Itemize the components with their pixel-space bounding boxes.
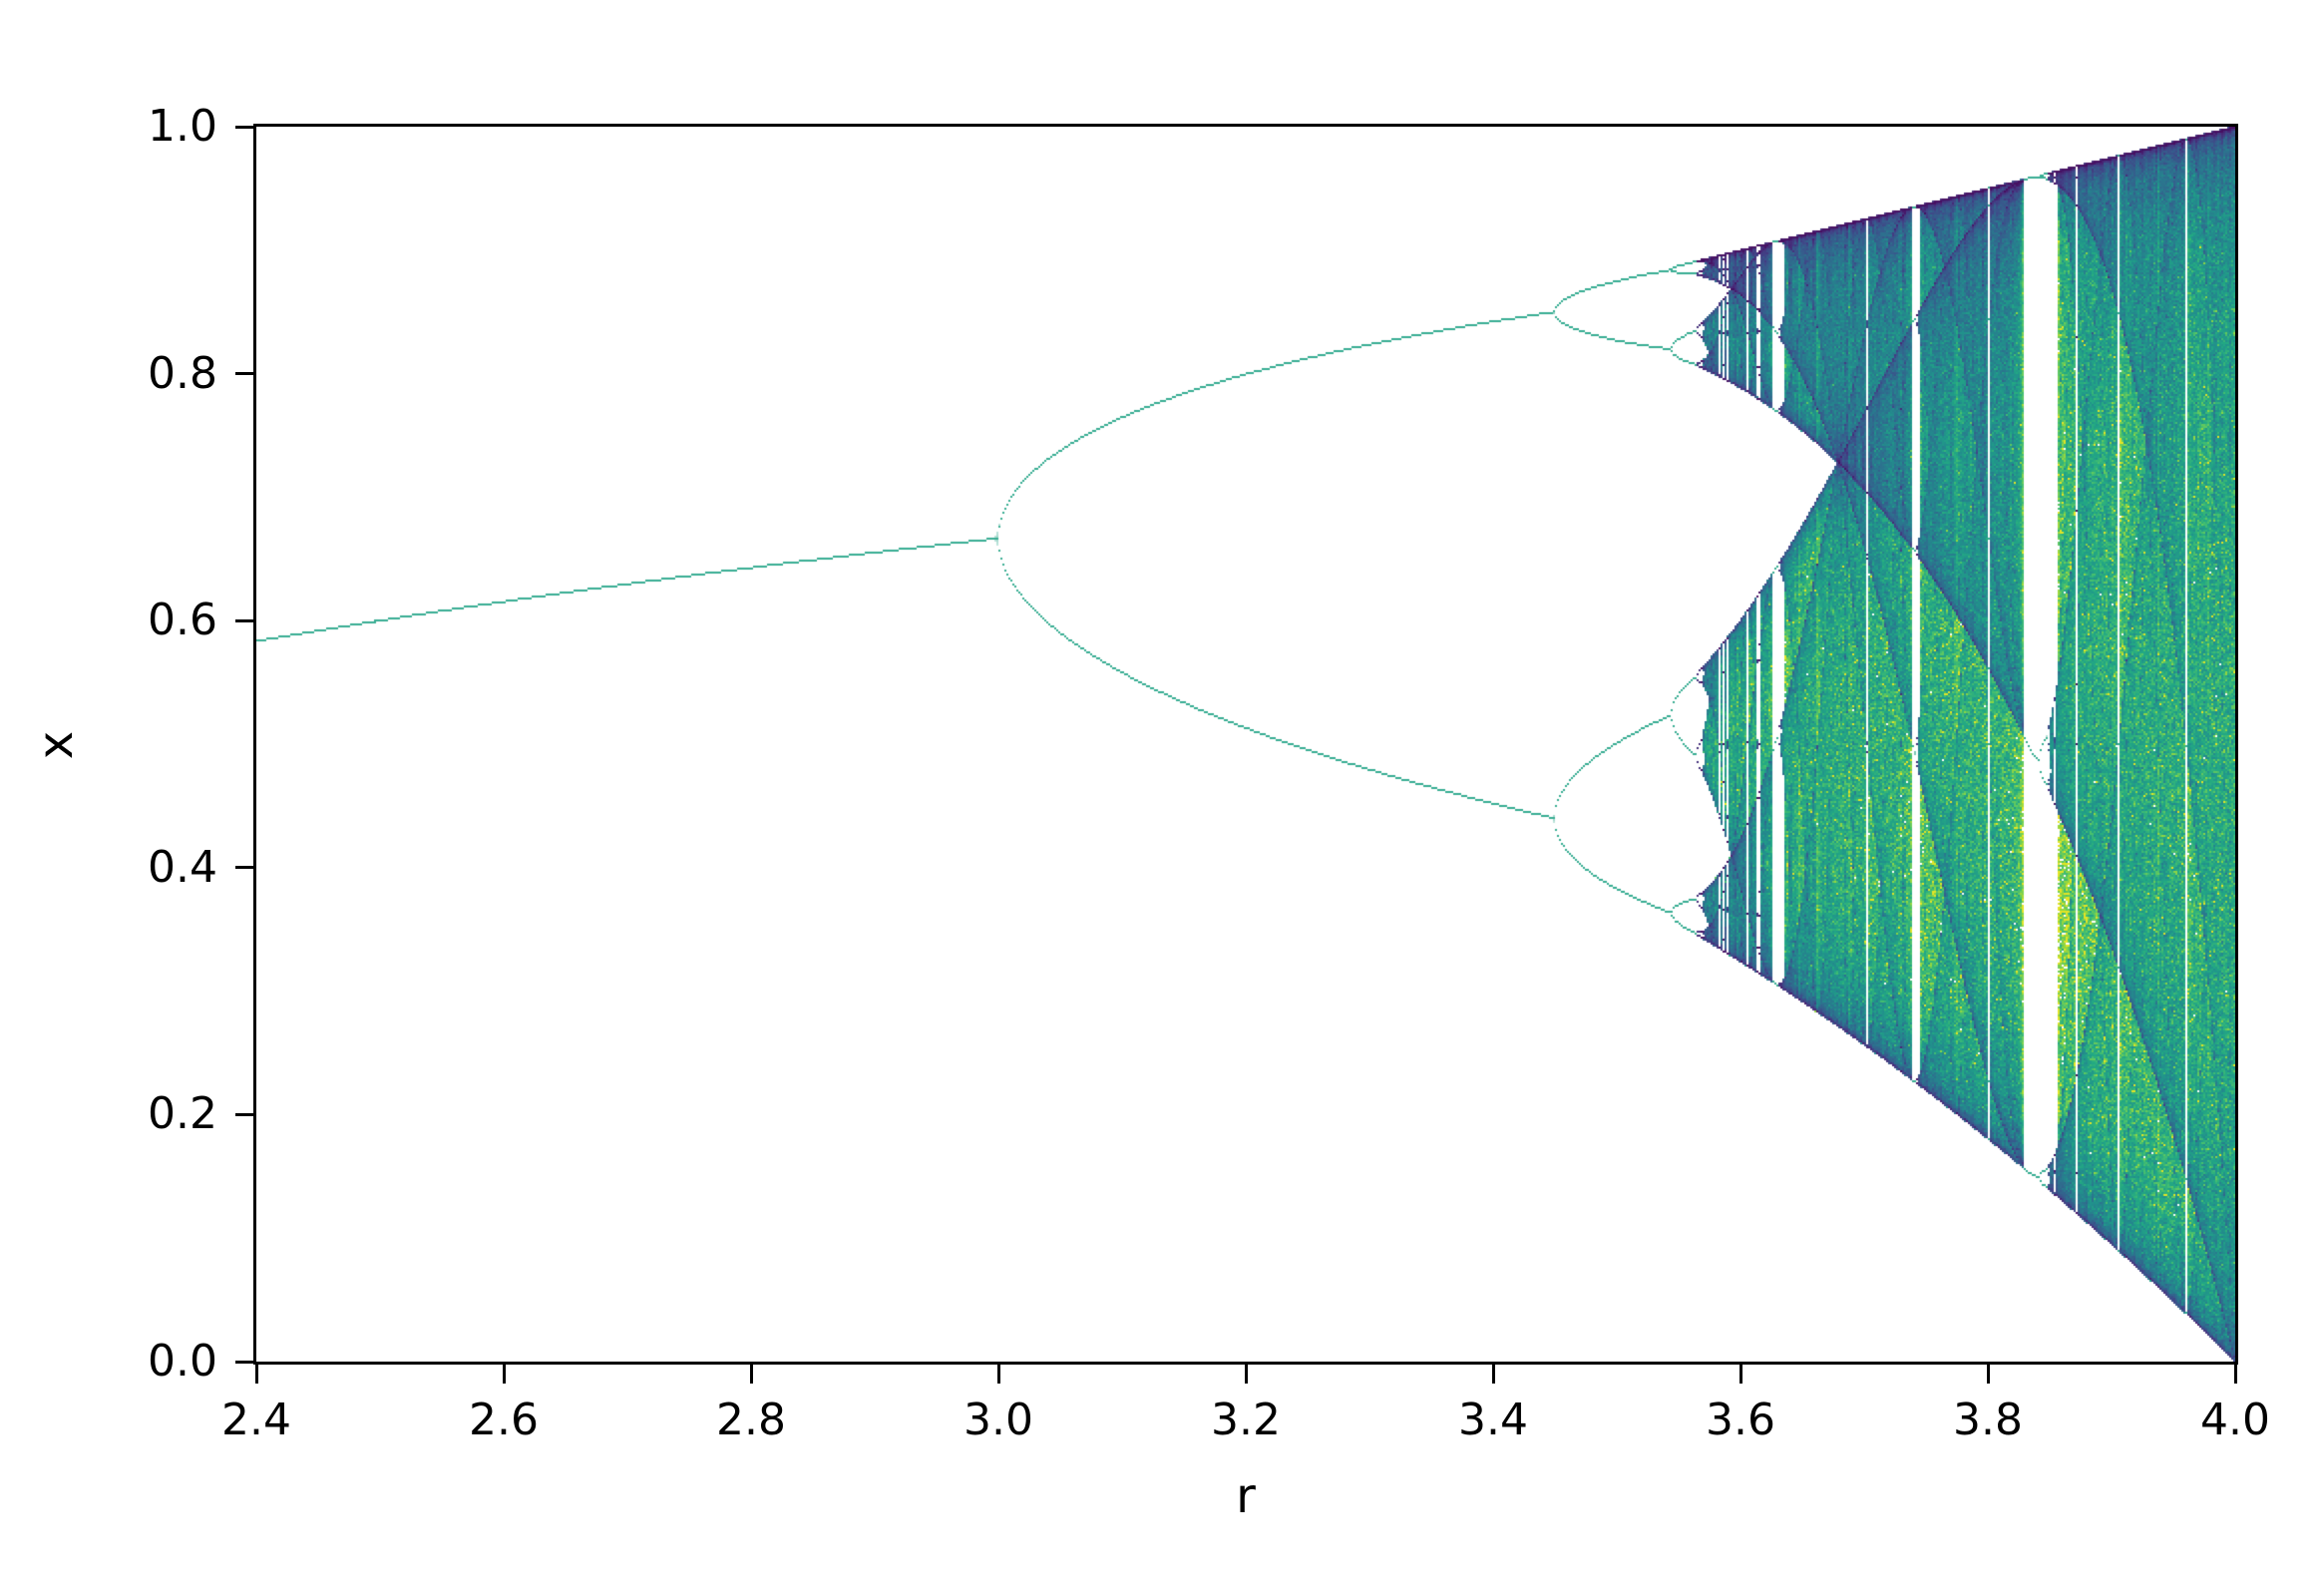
x-tick-label: 2.4 <box>221 1395 291 1445</box>
x-tick-mark <box>1491 1364 1495 1384</box>
x-tick-mark <box>2233 1364 2237 1384</box>
x-tick-mark <box>502 1364 506 1384</box>
x-tick-mark <box>1739 1364 1742 1384</box>
y-tick-label: 1.0 <box>148 101 217 152</box>
x-tick-mark <box>1244 1364 1248 1384</box>
y-tick-mark <box>235 1112 255 1116</box>
y-axis-label: x <box>28 730 84 760</box>
x-tick-label: 4.0 <box>2200 1395 2270 1445</box>
bifurcation-plot-canvas <box>256 127 2235 1362</box>
x-tick-label: 3.6 <box>1706 1395 1775 1445</box>
x-tick-mark <box>996 1364 1000 1384</box>
y-tick-mark <box>235 372 255 376</box>
y-tick-label: 0.2 <box>148 1088 217 1140</box>
x-tick-label: 2.8 <box>716 1395 786 1445</box>
y-tick-label: 0.8 <box>148 347 217 399</box>
y-tick-mark <box>235 618 255 622</box>
y-tick-label: 0.6 <box>148 595 217 646</box>
x-tick-mark <box>1986 1364 1990 1384</box>
y-tick-label: 0.0 <box>148 1336 217 1387</box>
x-tick-label: 3.0 <box>964 1395 1033 1445</box>
y-tick-mark <box>235 125 255 129</box>
x-axis-label: r <box>1236 1468 1256 1524</box>
x-tick-mark <box>749 1364 753 1384</box>
x-tick-label: 3.8 <box>1953 1395 2023 1445</box>
y-tick-mark <box>235 866 255 870</box>
x-tick-label: 2.6 <box>469 1395 539 1445</box>
y-tick-label: 0.4 <box>148 841 217 893</box>
x-tick-mark <box>254 1364 258 1384</box>
y-tick-mark <box>235 1360 255 1364</box>
x-tick-label: 3.4 <box>1458 1395 1528 1445</box>
x-tick-label: 3.2 <box>1211 1395 1281 1445</box>
